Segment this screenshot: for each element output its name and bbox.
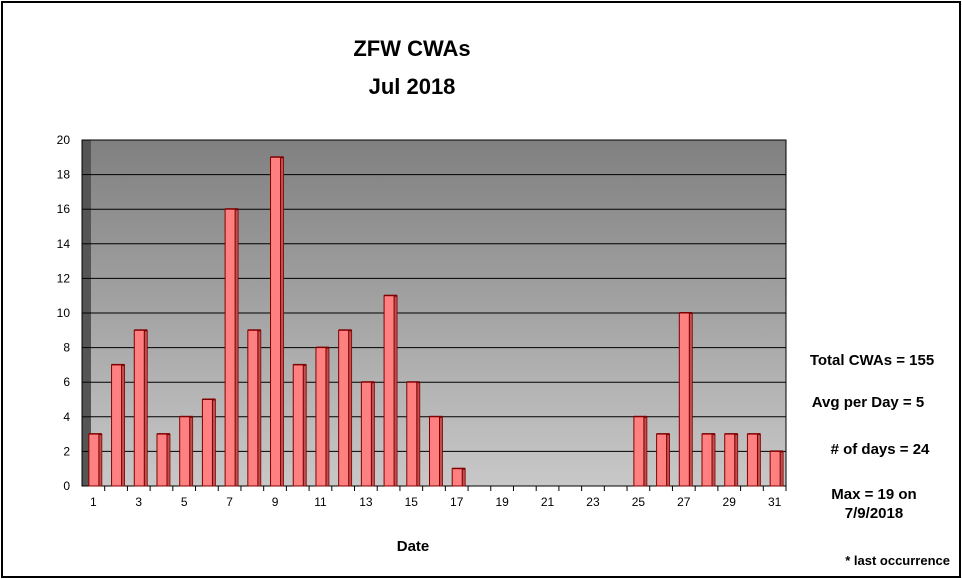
bar-day-1	[88, 433, 100, 487]
bar-day-29	[724, 433, 736, 487]
y-tick-label: 8	[63, 341, 70, 355]
bar-day-25	[633, 416, 645, 487]
stat-max-line1: Max = 19 on	[831, 486, 917, 503]
x-tick-label: 21	[541, 495, 555, 509]
y-tick-label: 16	[57, 202, 71, 216]
x-tick-label: 19	[495, 495, 509, 509]
x-tick-label: 9	[272, 495, 279, 509]
bar-day-4	[156, 433, 168, 487]
stat-num-days: # of days = 24	[830, 441, 930, 458]
y-tick-label: 0	[63, 479, 70, 493]
bar-day-5	[179, 416, 191, 487]
x-axis-label: Date	[396, 538, 430, 555]
y-tick-label: 10	[57, 306, 71, 320]
bar-day-9	[270, 156, 282, 487]
bar-day-8	[247, 329, 259, 487]
x-tick-label: 25	[632, 495, 646, 509]
x-tick-label: 1	[90, 495, 97, 509]
y-tick-label: 2	[63, 444, 70, 458]
bar-day-27	[678, 312, 690, 487]
x-tick-label: 23	[586, 495, 600, 509]
bar-day-6	[201, 399, 213, 487]
bar-day-28	[701, 433, 713, 487]
bar-day-13	[360, 381, 372, 487]
y-tick-label: 20	[57, 133, 71, 147]
x-tick-label: 29	[723, 495, 737, 509]
y-tick-label: 4	[63, 410, 70, 424]
stat-total-cwas: Total CWAs = 155	[809, 352, 935, 369]
chart-title: ZFW CWAs	[353, 36, 471, 61]
stat-max-line2: 7/9/2018	[844, 505, 904, 522]
stat-avg-per-day: Avg per Day = 5	[811, 394, 925, 411]
bar-day-3	[133, 329, 145, 487]
bar-day-30	[746, 433, 758, 487]
x-tick-label: 17	[450, 495, 464, 509]
bar-day-17	[451, 468, 463, 487]
x-tick-label: 31	[768, 495, 782, 509]
footnote: * last occurrence	[845, 553, 950, 568]
bar-day-12	[338, 329, 350, 487]
x-tick-label: 5	[181, 495, 188, 509]
bar-day-26	[656, 433, 668, 487]
bar-day-16	[429, 416, 440, 487]
bar-day-10	[292, 364, 304, 487]
chart-subtitle: Jul 2018	[368, 74, 456, 99]
y-tick-label: 18	[57, 168, 71, 182]
bar-day-14	[383, 295, 395, 487]
bar-day-2	[111, 364, 123, 487]
y-tick-label: 12	[57, 271, 71, 285]
bar-day-31	[769, 450, 781, 487]
bar-day-7	[224, 208, 236, 487]
x-tick-label: 7	[226, 495, 233, 509]
y-tick-label: 14	[57, 237, 71, 251]
bar-day-11	[315, 347, 327, 487]
x-tick-label: 15	[405, 495, 419, 509]
x-tick-label: 3	[135, 495, 142, 509]
x-tick-label: 27	[677, 495, 691, 509]
x-tick-label: 11	[314, 495, 327, 509]
y-tick-label: 6	[63, 375, 70, 389]
x-tick-label: 13	[359, 495, 373, 509]
bar-day-15	[406, 381, 418, 487]
